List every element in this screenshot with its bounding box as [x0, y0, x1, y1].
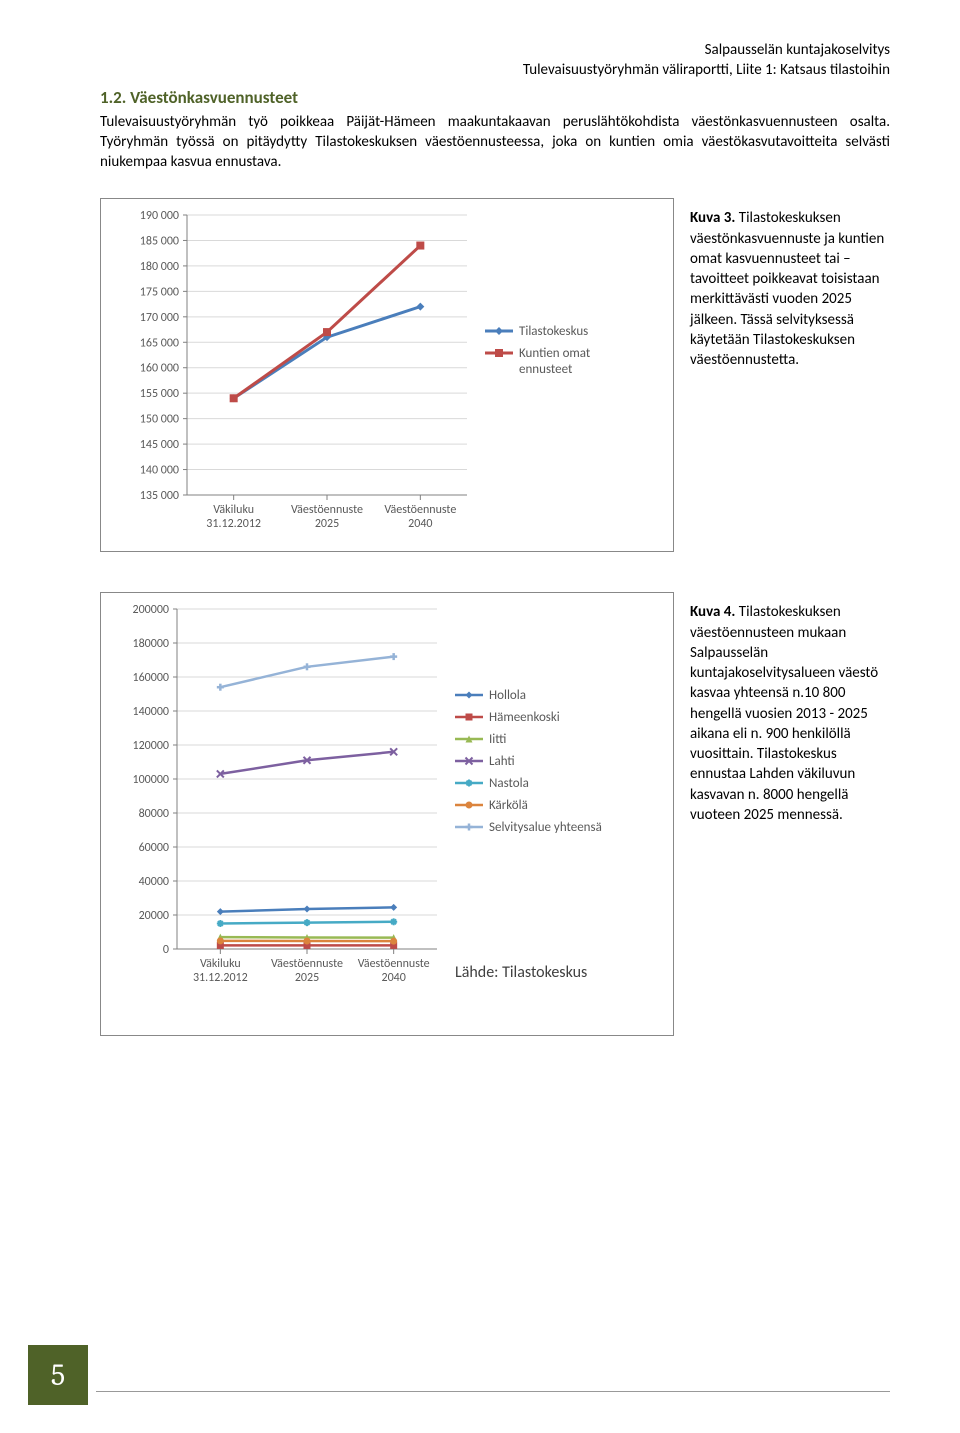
svg-text:150 000: 150 000: [140, 413, 179, 427]
header-line1: Salpausselän kuntajakoselvitys: [100, 40, 890, 60]
svg-text:160000: 160000: [133, 671, 170, 685]
svg-text:Väkiluku: Väkiluku: [200, 957, 241, 971]
svg-text:120000: 120000: [133, 739, 170, 753]
svg-text:Väestöennuste: Väestöennuste: [271, 957, 343, 971]
svg-text:160 000: 160 000: [140, 362, 179, 376]
svg-text:0: 0: [163, 943, 169, 957]
footer-rule: [96, 1391, 890, 1401]
header-line2: Tulevaisuustyöryhmän väliraportti, Liite…: [100, 60, 890, 80]
page-number: 5: [28, 1345, 88, 1405]
caption-4-text: Tilastokeskuksen väestöennusteen mukaan …: [690, 603, 878, 824]
svg-text:Väestöennuste: Väestöennuste: [358, 957, 430, 971]
svg-text:40000: 40000: [139, 875, 169, 889]
caption-3: Kuva 3. Tilastokeskuksen väestönkasvuenn…: [690, 198, 890, 370]
page-footer: 5: [0, 1345, 960, 1405]
svg-text:2025: 2025: [295, 971, 319, 985]
svg-text:80000: 80000: [139, 807, 169, 821]
svg-text:Selvitysalue yhteensä: Selvitysalue yhteensä: [489, 820, 602, 835]
svg-text:60000: 60000: [139, 841, 169, 855]
svg-text:ennusteet: ennusteet: [519, 362, 573, 377]
body-paragraph: Tulevaisuustyöryhmän työ poikkeaa Päijät…: [100, 112, 890, 173]
section-title: 1.2. Väestönkasvuennusteet: [100, 87, 890, 108]
caption-4: Kuva 4. Tilastokeskuksen väestöennusteen…: [690, 592, 890, 825]
svg-text:175 000: 175 000: [140, 286, 179, 300]
svg-text:190 000: 190 000: [140, 209, 179, 223]
svg-text:Kärkölä: Kärkölä: [489, 798, 528, 813]
caption-3-text: Tilastokeskuksen väestönkasvuennuste ja …: [690, 209, 884, 369]
svg-text:165 000: 165 000: [140, 337, 179, 351]
svg-text:2040: 2040: [382, 971, 406, 985]
svg-text:2040: 2040: [408, 517, 432, 531]
figure-3-row: 135 000 140 000 145 000 150 000 155 000 160 0…: [100, 198, 890, 552]
svg-text:Tilastokeskus: Tilastokeskus: [519, 324, 588, 339]
svg-text:Hollola: Hollola: [489, 688, 526, 703]
svg-text:20000: 20000: [139, 909, 169, 923]
svg-text:Lahti: Lahti: [489, 754, 515, 769]
svg-text:140000: 140000: [133, 705, 170, 719]
svg-text:180000: 180000: [133, 637, 170, 651]
svg-text:Kuntien omat: Kuntien omat: [519, 346, 591, 361]
svg-text:155 000: 155 000: [140, 387, 179, 401]
chart-2: 0 20000 40000 60000 80000 100000 120000 140000 1…: [100, 592, 674, 1036]
svg-text:Hämeenkoski: Hämeenkoski: [489, 710, 560, 725]
chart-1: 135 000 140 000 145 000 150 000 155 000 160 0…: [100, 198, 674, 552]
svg-text:Lähde: Tilastokeskus: Lähde: Tilastokeskus: [455, 963, 587, 982]
svg-text:145 000: 145 000: [140, 438, 179, 452]
svg-text:31.12.2012: 31.12.2012: [193, 971, 248, 985]
svg-text:Väestöennuste: Väestöennuste: [384, 503, 456, 517]
svg-text:2025: 2025: [315, 517, 339, 531]
svg-text:31.12.2012: 31.12.2012: [206, 517, 261, 531]
caption-3-bold: Kuva 3.: [690, 209, 735, 227]
svg-text:Nastola: Nastola: [489, 776, 529, 791]
svg-text:Väestöennuste: Väestöennuste: [291, 503, 363, 517]
svg-text:Väkiluku: Väkiluku: [213, 503, 254, 517]
svg-text:140 000: 140 000: [140, 464, 179, 478]
svg-text:180 000: 180 000: [140, 260, 179, 274]
page-header: Salpausselän kuntajakoselvitys Tulevaisu…: [100, 40, 890, 81]
figure-4-row: 0 20000 40000 60000 80000 100000 120000 140000 1…: [100, 592, 890, 1036]
svg-text:135 000: 135 000: [140, 489, 179, 503]
svg-text:185 000: 185 000: [140, 235, 179, 249]
svg-text:200000: 200000: [133, 603, 170, 617]
svg-text:170 000: 170 000: [140, 311, 179, 325]
svg-text:Iitti: Iitti: [489, 732, 506, 747]
caption-4-bold: Kuva 4.: [690, 603, 735, 621]
svg-text:100000: 100000: [133, 773, 170, 787]
